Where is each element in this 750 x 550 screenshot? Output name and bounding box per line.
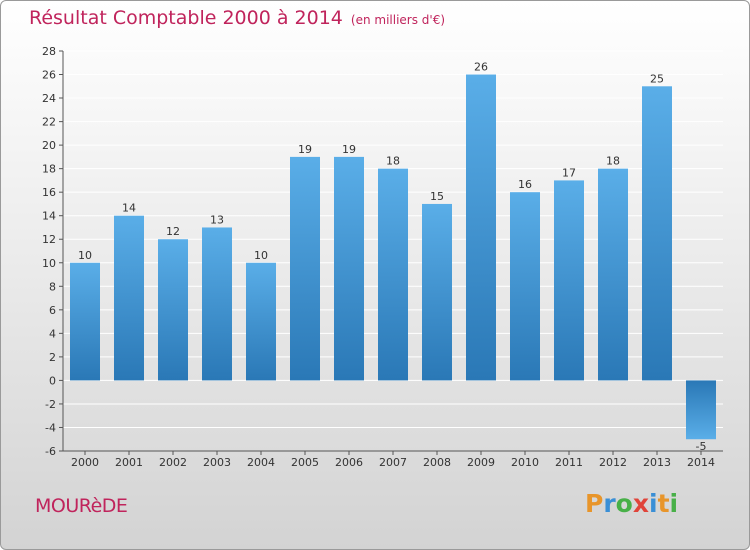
- y-tick-label: 16: [42, 186, 56, 199]
- x-tick-label: 2009: [467, 456, 495, 469]
- x-tick-label: 2006: [335, 456, 363, 469]
- data-label: 17: [562, 166, 576, 179]
- logo-letter: t: [657, 489, 670, 518]
- data-label: 19: [298, 143, 312, 156]
- y-tick-label: 14: [42, 210, 56, 223]
- chart-subtitle: (en milliers d'€): [350, 13, 446, 27]
- y-tick-label: 0: [49, 374, 56, 387]
- bar: [70, 262, 100, 381]
- x-tick-label: 2002: [159, 456, 187, 469]
- bar: [378, 168, 408, 381]
- bar: [686, 380, 716, 440]
- y-tick-label: 20: [42, 139, 56, 152]
- data-label: 18: [606, 155, 620, 168]
- logo-letter: i: [669, 489, 679, 518]
- x-tick-label: 2007: [379, 456, 407, 469]
- x-tick-label: 2012: [599, 456, 627, 469]
- y-tick-label: 24: [42, 92, 56, 105]
- y-tick-label: 8: [49, 280, 56, 293]
- proxiti-logo: Proxiti: [585, 489, 678, 518]
- place-name: MOURèDE: [35, 495, 128, 517]
- y-tick-label: -4: [45, 421, 56, 434]
- data-label: 12: [166, 225, 180, 238]
- y-tick-label: 22: [42, 116, 56, 129]
- bar: [158, 239, 188, 381]
- bar: [246, 262, 276, 381]
- bar: [554, 180, 584, 381]
- x-tick-label: 2014: [687, 456, 715, 469]
- data-label: 14: [122, 202, 136, 215]
- bar: [598, 168, 628, 381]
- data-label: 15: [430, 190, 444, 203]
- y-tick-label: 26: [42, 69, 56, 82]
- y-tick-label: 10: [42, 257, 56, 270]
- x-tick-label: 2003: [203, 456, 231, 469]
- bar: [114, 215, 144, 381]
- data-label: 10: [78, 249, 92, 262]
- bar: [290, 156, 320, 381]
- x-tick-label: 2005: [291, 456, 319, 469]
- bar: [642, 86, 672, 381]
- bar: [422, 203, 452, 381]
- chart-title-text: Résultat Comptable 2000 à 2014: [29, 7, 343, 29]
- y-tick-label: 12: [42, 233, 56, 246]
- data-label: 13: [210, 213, 224, 226]
- x-tick-label: 2013: [643, 456, 671, 469]
- data-label: 10: [254, 249, 268, 262]
- bar: [334, 156, 364, 381]
- data-label: 25: [650, 72, 664, 85]
- logo-letter: P: [585, 489, 604, 518]
- y-tick-label: 18: [42, 163, 56, 176]
- bar: [466, 74, 496, 381]
- x-tick-label: 2004: [247, 456, 275, 469]
- x-tick-label: 2008: [423, 456, 451, 469]
- y-tick-label: 28: [42, 45, 56, 58]
- x-tick-label: 2000: [71, 456, 99, 469]
- x-tick-label: 2010: [511, 456, 539, 469]
- x-tick-label: 2011: [555, 456, 583, 469]
- y-tick-label: -2: [45, 398, 56, 411]
- data-label: 19: [342, 143, 356, 156]
- data-label: -5: [696, 440, 707, 453]
- bar: [510, 192, 540, 381]
- y-tick-label: -6: [45, 445, 56, 458]
- logo-letter: o: [615, 489, 633, 518]
- data-label: 16: [518, 178, 532, 191]
- logo-letter: r: [603, 489, 616, 518]
- y-tick-label: 6: [49, 304, 56, 317]
- bar: [202, 227, 232, 381]
- y-tick-label: 4: [49, 327, 56, 340]
- logo-letter: x: [632, 489, 649, 518]
- logo-letter: i: [649, 489, 658, 518]
- data-label: 18: [386, 155, 400, 168]
- data-label: 26: [474, 61, 488, 74]
- x-tick-label: 2001: [115, 456, 143, 469]
- chart-title: Résultat Comptable 2000 à 2014 (en millie…: [29, 7, 445, 29]
- y-tick-label: 2: [49, 351, 56, 364]
